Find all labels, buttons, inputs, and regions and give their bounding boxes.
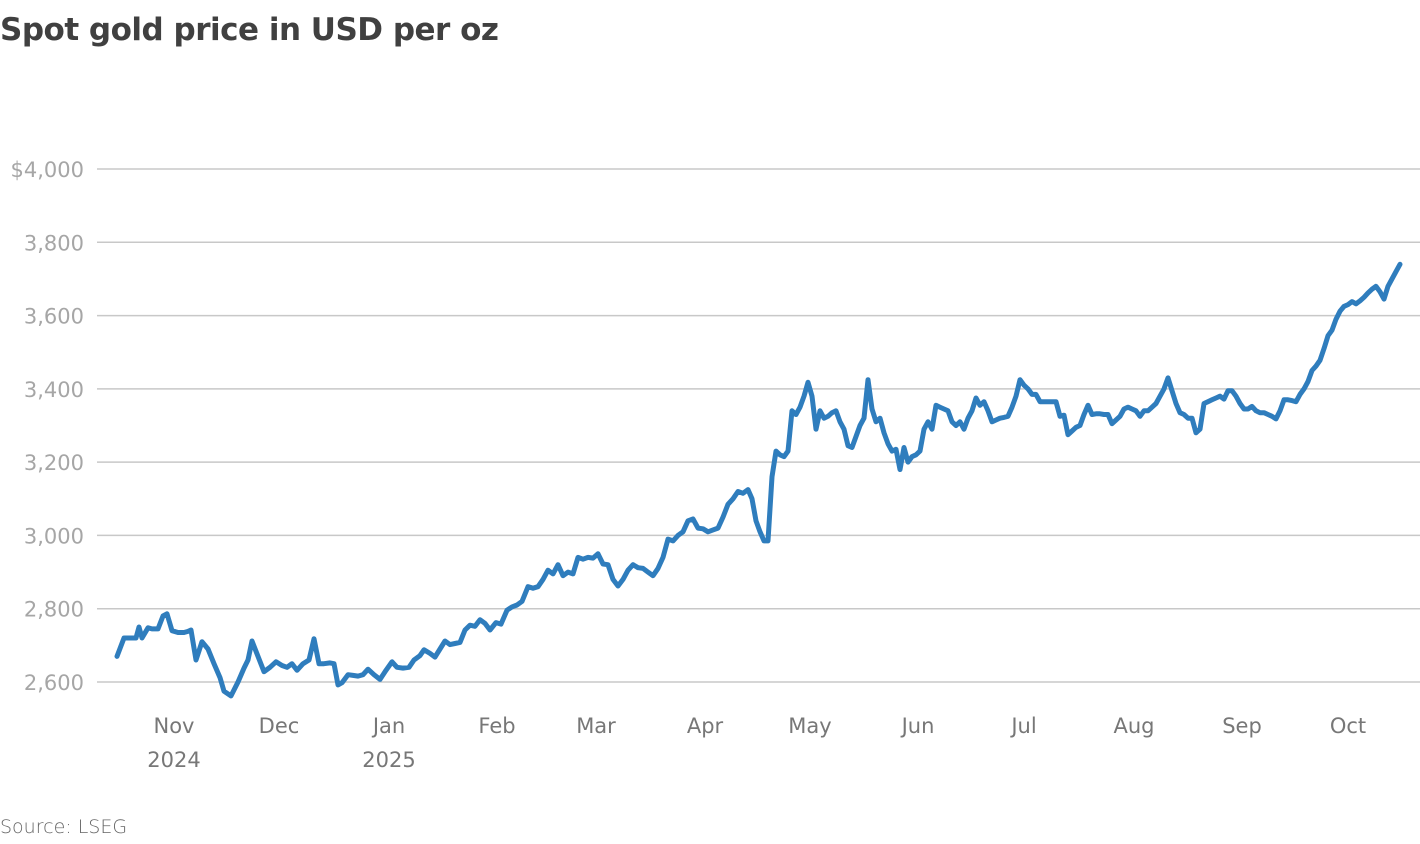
y-tick-label: 3,800: [24, 231, 84, 255]
y-axis: $4,000 3,800 3,600 3,400 3,200 3,000 2,800 2,60…: [11, 158, 84, 695]
x-tick-year-label: 2024: [147, 748, 200, 772]
x-tick-label: Nov: [154, 714, 195, 738]
x-tick-label: Mar: [576, 714, 616, 738]
x-tick-label: Jan: [371, 714, 405, 738]
chart-title: Spot gold price in USD per oz: [0, 12, 499, 48]
y-tick-label: 2,600: [24, 671, 84, 695]
gridlines: [97, 168, 1420, 683]
x-tick-label: Aug: [1113, 714, 1154, 738]
x-tick-label: Jun: [900, 714, 935, 738]
y-tick-label: 3,000: [24, 524, 84, 548]
x-tick-label: Jul: [1009, 714, 1036, 738]
source-note: Source: LSEG: [0, 816, 128, 838]
y-tick-label: 3,200: [24, 451, 84, 475]
x-tick-label: May: [788, 714, 831, 738]
y-tick-label: $4,000: [11, 158, 84, 182]
x-tick-label: Sep: [1222, 714, 1262, 738]
x-tick-label: Dec: [259, 714, 300, 738]
x-tick-year-label: 2025: [362, 748, 415, 772]
x-tick-label: Feb: [478, 714, 515, 738]
y-tick-label: 3,400: [24, 378, 84, 402]
y-tick-label: 2,800: [24, 598, 84, 622]
x-axis: Nov 2024 Dec Jan 2025 Feb Mar Apr May Jun Jul Aug Se…: [147, 714, 1366, 772]
y-tick-label: 3,600: [24, 305, 84, 329]
gold-price-line: [114, 261, 1403, 699]
x-tick-label: Apr: [687, 714, 724, 738]
x-tick-label: Oct: [1330, 714, 1366, 738]
